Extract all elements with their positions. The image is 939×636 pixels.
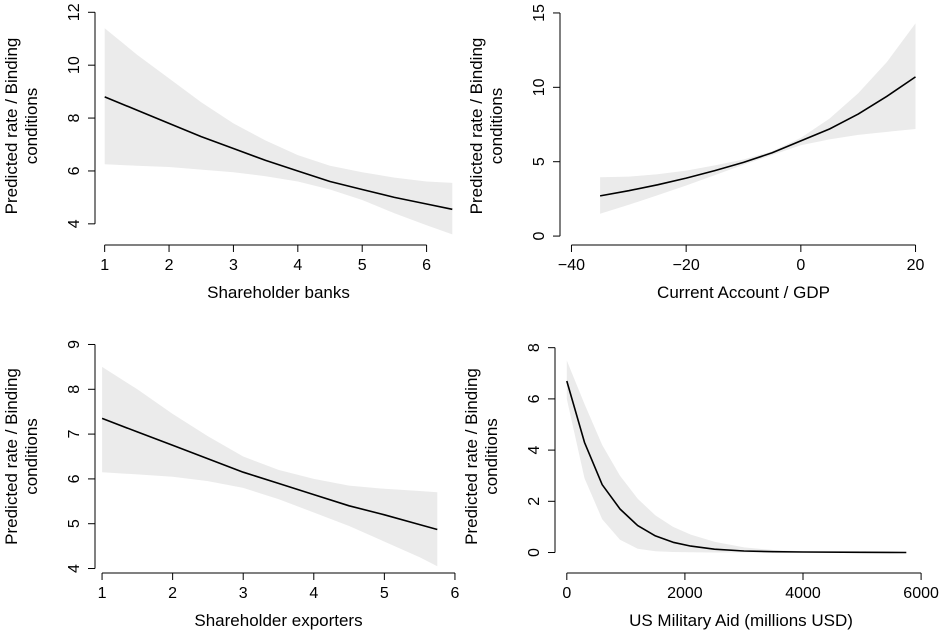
y-tick-label: 2 (526, 497, 543, 506)
x-axis-label: Shareholder exporters (194, 611, 362, 630)
y-axis-label-line-1: Predicted rate / Binding (2, 38, 21, 215)
y-tick-label: 9 (66, 340, 83, 349)
x-axis-label: US Military Aid (millions USD) (629, 611, 853, 630)
y-tick-label: 6 (66, 474, 83, 483)
y-tick-label: 8 (66, 114, 83, 123)
x-tick-label: 3 (229, 257, 238, 274)
confidence-band (104, 28, 453, 235)
y-tick-label: 4 (66, 219, 83, 228)
x-tick-label: 2 (165, 257, 174, 274)
x-tick-label: 4 (293, 257, 302, 274)
y-axis-label-line-2: conditions (487, 88, 506, 165)
prediction-line (101, 417, 438, 531)
y-tick-label: 4 (526, 446, 543, 455)
y-tick-label: 0 (531, 232, 548, 241)
x-tick-label: 2000 (667, 585, 703, 602)
prediction-line (104, 96, 453, 211)
y-tick-label: 5 (66, 519, 83, 528)
x-tick-label: 6 (450, 585, 459, 602)
y-tick-label: 6 (526, 394, 543, 403)
x-tick-label: −20 (673, 257, 700, 274)
y-tick-label: 12 (66, 3, 83, 21)
confidence-band (566, 360, 907, 553)
x-tick-label: 6 (422, 257, 431, 274)
y-axis-label-line-2: conditions (482, 418, 501, 495)
x-axis-label: Shareholder banks (207, 283, 350, 302)
x-tick-label: 1 (100, 257, 109, 274)
prediction-line (566, 380, 907, 554)
y-tick-label: 0 (526, 548, 543, 557)
y-axis-label-line-2: conditions (22, 88, 41, 165)
x-tick-label: 3 (239, 585, 248, 602)
y-axis-label-line-1: Predicted rate / Binding (2, 368, 21, 545)
x-axis-label: Current Account / GDP (657, 283, 830, 302)
x-tick-label: 2 (168, 585, 177, 602)
y-tick-label: 7 (66, 430, 83, 439)
y-axis-label-line-2: conditions (22, 418, 41, 495)
x-tick-label: −40 (558, 257, 585, 274)
confidence-band (102, 366, 438, 567)
x-tick-label: 1 (98, 585, 107, 602)
chart-panel-2: −40 −20 0 20 0 5 10 15 Current Account / GDP Pred… (467, 4, 925, 302)
confidence-band (600, 23, 916, 214)
x-tick-label: 5 (358, 257, 367, 274)
x-tick-label: 0 (796, 257, 805, 274)
x-tick-label: 5 (380, 585, 389, 602)
chart-panel-4: 0 2000 4000 6000 0 2 4 6 8 US Military Aid (milli… (462, 343, 939, 630)
x-tick-label: 4000 (785, 585, 821, 602)
x-tick-label: 4 (309, 585, 318, 602)
y-tick-label: 6 (66, 166, 83, 175)
chart-panel-3: 1 2 3 4 5 6 4 5 6 7 8 9 Shareholder exporters Predict… (2, 340, 459, 630)
y-axis-label-line-1: Predicted rate / Binding (462, 368, 481, 545)
y-tick-label: 8 (526, 343, 543, 352)
x-tick-label: 6000 (903, 585, 939, 602)
y-tick-label: 5 (531, 157, 548, 166)
x-tick-label: 0 (562, 585, 571, 602)
x-tick-label: 20 (907, 257, 925, 274)
y-tick-label: 15 (531, 4, 548, 22)
y-tick-label: 10 (66, 56, 83, 74)
y-tick-label: 4 (66, 564, 83, 573)
y-axis-label-line-1: Predicted rate / Binding (467, 38, 486, 215)
y-tick-label: 10 (531, 78, 548, 96)
y-tick-label: 8 (66, 385, 83, 394)
prediction-line (599, 76, 916, 197)
